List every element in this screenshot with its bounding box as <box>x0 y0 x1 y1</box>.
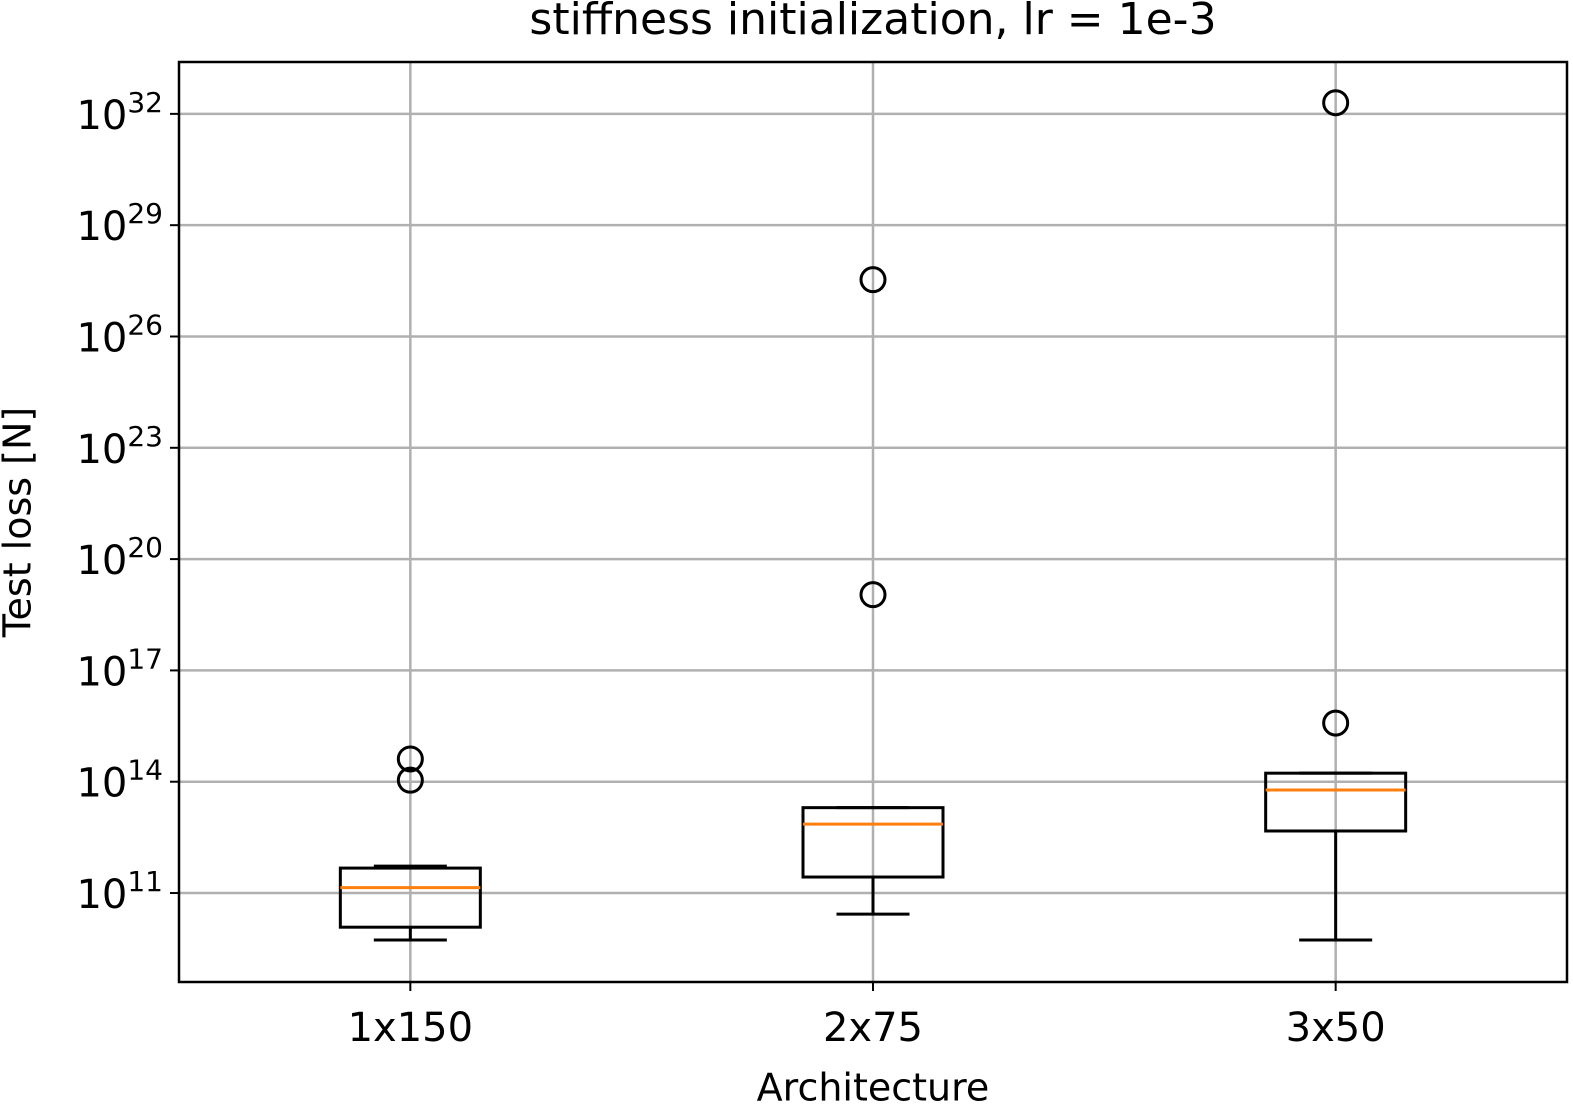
box <box>801 806 945 879</box>
y-tick-label: 1014 <box>76 754 163 807</box>
y-axis-label: Test loss [N] <box>0 407 40 638</box>
grid <box>179 62 1567 982</box>
y-tick-label: 1029 <box>76 197 163 250</box>
flier <box>1322 89 1350 117</box>
x-axis-label: Architecture <box>757 1066 990 1110</box>
x-tick-label: 1x150 <box>348 1005 473 1051</box>
y-tick-label: 1011 <box>76 865 163 918</box>
box <box>1264 771 1408 833</box>
x-tick-label: 3x50 <box>1286 1005 1386 1051</box>
chart-title: stiffness initialization, lr = 1e-3 <box>529 0 1216 45</box>
axes-frame <box>177 60 1569 984</box>
x-tick-label: 2x75 <box>823 1005 923 1051</box>
box <box>338 866 482 929</box>
y-tick-label: 1023 <box>76 420 163 473</box>
flier <box>1322 709 1350 737</box>
flier <box>859 266 887 294</box>
y-tick-label: 1032 <box>76 86 163 139</box>
y-tick-label: 1017 <box>76 642 163 695</box>
y-tick-label: 1026 <box>76 308 163 361</box>
flier <box>396 766 424 794</box>
y-tick-label: 1020 <box>76 531 163 584</box>
flier <box>859 581 887 609</box>
flier <box>396 745 424 773</box>
